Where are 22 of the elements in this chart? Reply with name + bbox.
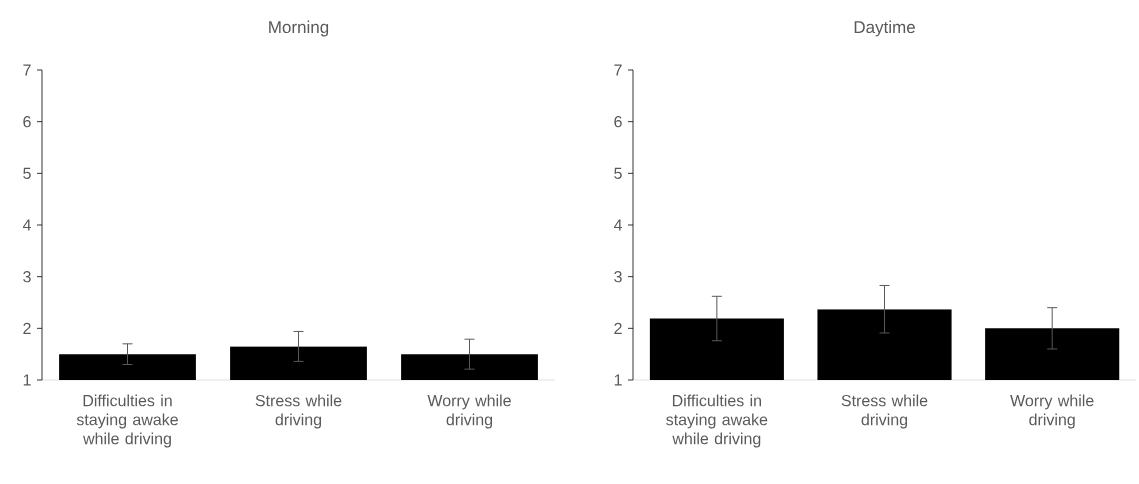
y-tick-label: 3: [23, 271, 31, 283]
x-tick-label: Stress while driving: [255, 394, 342, 429]
y-tick-label: 2: [23, 322, 31, 334]
x-tick-label: Worry while driving: [1010, 394, 1094, 429]
x-tick-label: Difficulties in staying awake while driving: [76, 394, 178, 448]
y-tick-label: 6: [23, 116, 31, 128]
y-tick-label: 7: [614, 64, 622, 76]
y-tick-label: 2: [614, 322, 622, 334]
x-tick-label: Stress while driving: [841, 394, 928, 429]
y-tick-label: 3: [614, 271, 622, 283]
chart-title: Daytime: [854, 20, 915, 37]
chart-title: Morning: [269, 20, 329, 37]
y-tick-label: 1: [614, 374, 622, 386]
y-tick-label: 7: [23, 64, 31, 76]
y-tick-label: 6: [614, 116, 622, 128]
y-tick-label: 5: [23, 167, 31, 179]
y-tick-label: 4: [22, 219, 31, 231]
y-tick-label: 5: [614, 167, 622, 179]
x-tick-label: Worry while driving: [427, 394, 511, 429]
y-tick-label: 1: [23, 374, 31, 386]
y-tick-label: 4: [613, 219, 622, 231]
x-tick-label: Difficulties in staying awake while driving: [666, 394, 768, 448]
